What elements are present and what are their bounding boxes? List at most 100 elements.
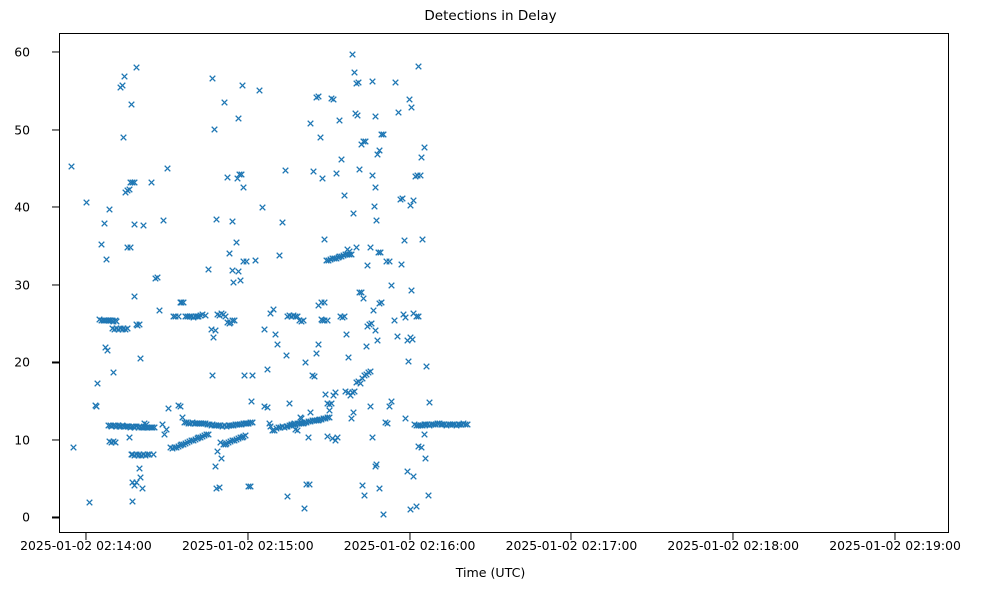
scatter-point (325, 257, 332, 264)
scatter-point (364, 261, 372, 269)
scatter-point (124, 325, 131, 332)
scatter-point (426, 399, 433, 407)
scatter-point (335, 116, 343, 124)
scatter-point (412, 502, 420, 510)
scatter-point (376, 484, 383, 492)
scatter-point (207, 326, 215, 333)
scatter-point (374, 150, 381, 158)
scatter-point (316, 133, 324, 141)
scatter-point (131, 481, 139, 489)
scatter-point (407, 104, 415, 111)
scatter-point (264, 404, 271, 411)
scatter-point (224, 174, 232, 181)
scatter-point (134, 322, 142, 329)
scatter-point (231, 436, 238, 444)
scatter-point (300, 505, 308, 512)
scatter-point (199, 433, 206, 440)
scatter-point (160, 217, 168, 225)
scatter-point (350, 209, 358, 217)
scatter-point (210, 334, 217, 342)
scatter-point (174, 443, 182, 450)
scatter-point (218, 455, 226, 463)
y-tick-label: 30 (14, 277, 30, 293)
scatter-point (380, 511, 387, 518)
scatter-point (369, 434, 377, 442)
scatter-point (315, 340, 323, 348)
x-axis-label: Time (UTC) (455, 565, 526, 580)
scatter-point (319, 174, 326, 182)
scatter-point (258, 204, 266, 211)
scatter-point (401, 237, 408, 245)
scatter-point (189, 436, 197, 444)
scatter-point (229, 317, 237, 325)
scatter-point (290, 420, 298, 428)
scatter-point (189, 314, 197, 321)
scatter-point (372, 326, 379, 334)
scatter-point (414, 312, 422, 320)
scatter-point (201, 312, 209, 319)
scatter-point (227, 438, 234, 446)
scatter-point (343, 331, 350, 339)
x-tick-label: 2025-01-02 02:18:00 (667, 538, 800, 553)
scatter-point (186, 438, 193, 446)
scatter-point (290, 312, 297, 319)
scatter-point (339, 314, 346, 321)
scatter-point (374, 336, 381, 344)
scatter-point (164, 164, 172, 172)
scatter-point (143, 451, 151, 459)
scatter-point (86, 498, 93, 506)
scatter-point (269, 306, 277, 314)
scatter-point (353, 243, 360, 251)
scatter-point (205, 430, 212, 438)
scatter-point (98, 241, 106, 249)
scatter-point (249, 419, 256, 426)
scatter-point (369, 172, 376, 180)
scatter-point (229, 437, 236, 445)
scatter-point (128, 101, 135, 108)
scatter-point (148, 178, 155, 186)
scatter-point (234, 115, 242, 122)
scatter-point (334, 434, 342, 442)
scatter-point (242, 432, 250, 439)
scatter-point (360, 138, 367, 146)
y-tick-label: 10 (14, 432, 30, 448)
scatter-point (420, 430, 428, 438)
scatter-point (156, 307, 164, 315)
scatter-point (400, 311, 408, 318)
scatter-point (388, 282, 395, 290)
scatter-point (393, 333, 401, 340)
scatter-point (310, 168, 317, 176)
scatter-point (386, 403, 393, 411)
scatter-point (93, 403, 100, 411)
scatter-point (161, 431, 168, 439)
scatter-point (423, 363, 431, 370)
scatter-point (330, 96, 338, 104)
y-tick-label: 20 (14, 354, 30, 370)
scatter-point (226, 250, 234, 257)
scatter-point (367, 367, 374, 375)
scatter-point (233, 239, 240, 246)
scatter-point (311, 373, 319, 380)
scatter-point (307, 409, 315, 416)
scatter-point (338, 253, 346, 260)
scatter-point (285, 400, 293, 408)
scatter-point (201, 432, 208, 439)
scatter-point (392, 78, 400, 86)
scatter-point (321, 299, 328, 307)
scatter-point (275, 424, 282, 432)
scatter-point (121, 73, 128, 80)
x-tick-mark (85, 533, 87, 540)
scatter-point (349, 51, 356, 59)
scatter-point (333, 170, 340, 177)
scatter-point (313, 350, 321, 357)
scatter-point (297, 318, 305, 325)
scatter-point (182, 440, 189, 447)
scatter-point (110, 438, 117, 446)
scatter-point (231, 316, 239, 324)
scatter-point (361, 491, 369, 499)
scatter-point (263, 366, 271, 373)
scatter-point (362, 138, 369, 146)
scatter-point (294, 426, 302, 434)
scatter-point (68, 163, 75, 170)
scatter-point (129, 178, 137, 186)
